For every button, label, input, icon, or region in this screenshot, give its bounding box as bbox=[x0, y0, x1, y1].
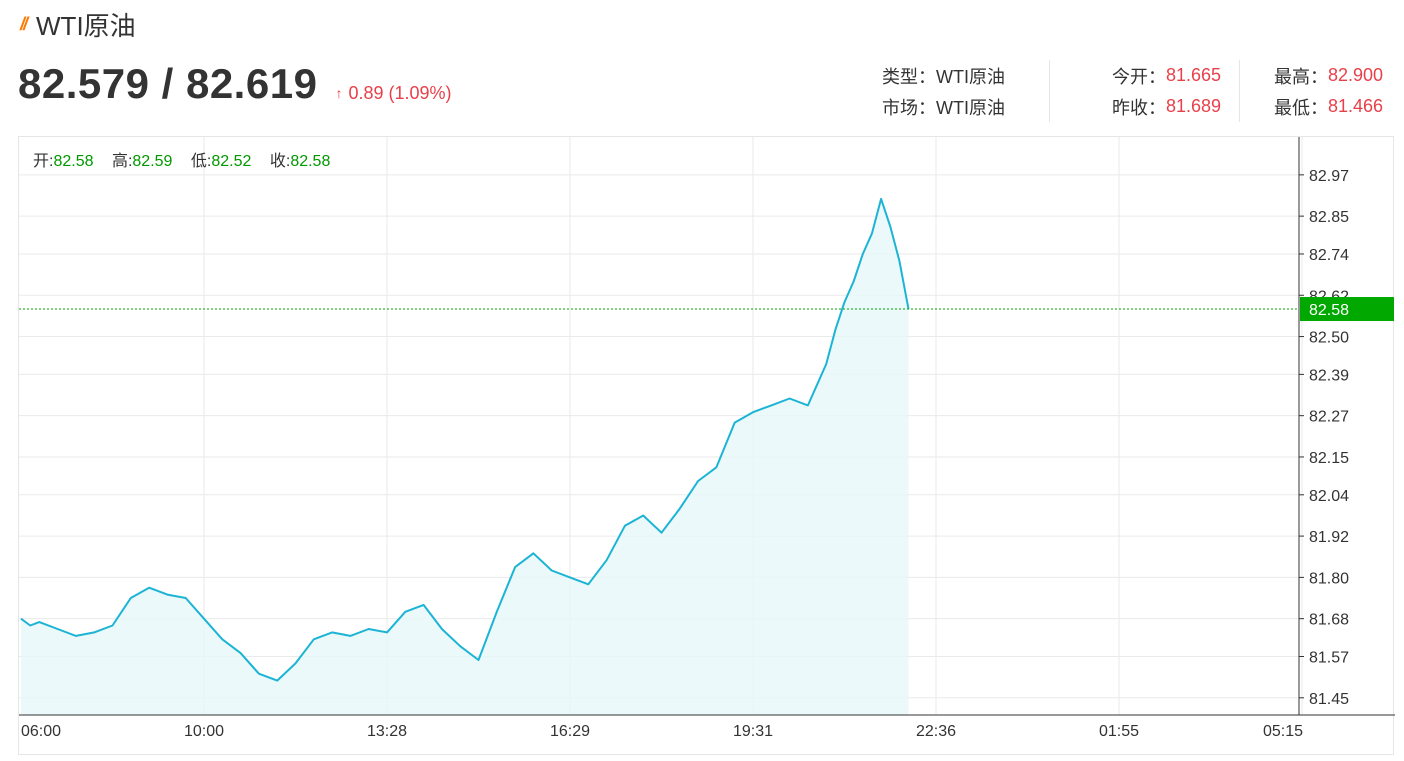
stat-low-label: 最低： bbox=[1274, 97, 1328, 118]
current-price-tag-label: 82.58 bbox=[1309, 302, 1349, 319]
stat-high-label: 最高： bbox=[1274, 66, 1328, 87]
y-tick-label: 81.68 bbox=[1309, 612, 1349, 629]
y-tick-label: 82.27 bbox=[1309, 409, 1349, 426]
stat-market-value: WTI原油 bbox=[936, 97, 1005, 118]
x-tick-label: 10:00 bbox=[184, 723, 224, 740]
stat-market-label: 市场： bbox=[882, 97, 936, 118]
y-tick-label: 82.50 bbox=[1309, 330, 1349, 347]
current-price-tag: 82.58 bbox=[1300, 297, 1394, 322]
price-change: ↑ 0.89 (1.09%) bbox=[335, 83, 451, 104]
y-tick-label: 82.97 bbox=[1309, 168, 1349, 185]
price-row: 82.579 / 82.619 ↑ 0.89 (1.09%) bbox=[18, 60, 452, 108]
ohlc-close-label: 收: bbox=[270, 152, 290, 170]
x-tick-label: 16:29 bbox=[550, 723, 590, 740]
ohlc-close-value: 82.58 bbox=[290, 153, 330, 170]
title-mark-icon: // bbox=[20, 13, 28, 34]
x-axis: 06:00 10:00 13:28 16:29 19:31 22:36 01:55 05:15 bbox=[19, 714, 1395, 740]
stats-panel: 类型： WTI原油 今开： 81.665 最高： 82.900 市场： WTI原… bbox=[882, 60, 1394, 122]
stat-open-label: 今开： bbox=[1112, 66, 1166, 87]
stats-row-2: 市场： WTI原油 昨收： 81.689 最低： 81.466 bbox=[882, 91, 1394, 122]
stats-row-1: 类型： WTI原油 今开： 81.665 最高： 82.900 bbox=[882, 60, 1394, 91]
stat-open-value: 81.665 bbox=[1166, 65, 1222, 85]
x-tick-label: 19:31 bbox=[733, 723, 773, 740]
stat-open: 今开： 81.665 bbox=[1049, 60, 1239, 91]
current-price-tag-bg bbox=[1300, 297, 1394, 322]
y-tick-label: 82.85 bbox=[1309, 209, 1349, 226]
stat-prev-close-label: 昨收： bbox=[1112, 97, 1166, 118]
price-area bbox=[21, 198, 909, 715]
y-tick-label: 81.45 bbox=[1309, 691, 1349, 708]
y-tick-label: 82.04 bbox=[1309, 488, 1349, 505]
ohlc-high-label: 高: bbox=[112, 152, 132, 170]
page-title: WTI原油 bbox=[36, 10, 136, 41]
stat-low-value: 81.466 bbox=[1328, 96, 1384, 116]
stat-high-value: 82.900 bbox=[1328, 65, 1384, 85]
y-tick-label: 81.57 bbox=[1309, 650, 1349, 667]
ohlc-open-value: 82.58 bbox=[53, 153, 93, 170]
ohlc-line: 开:82.58 高:82.59 低:82.52 收:82.58 bbox=[33, 152, 330, 170]
x-tick-label: 01:55 bbox=[1099, 723, 1139, 740]
price-chart[interactable]: 82.97 82.85 82.74 82.62 82.50 82.39 82.27 82.15… bbox=[18, 136, 1395, 756]
ohlc-readout: 开:82.58 高:82.59 低:82.52 收:82.58 bbox=[33, 152, 330, 170]
y-tick-label: 82.39 bbox=[1309, 367, 1349, 384]
stat-type-value: WTI原油 bbox=[936, 66, 1005, 87]
stat-high: 最高： 82.900 bbox=[1239, 60, 1394, 91]
stat-prev-close: 昨收： 81.689 bbox=[1049, 91, 1239, 122]
bid-ask-price: 82.579 / 82.619 bbox=[18, 60, 318, 107]
y-tick-label: 82.74 bbox=[1309, 247, 1349, 264]
stat-low: 最低： 81.466 bbox=[1239, 91, 1394, 122]
price-change-value: 0.89 (1.09%) bbox=[348, 82, 452, 103]
price-line bbox=[20, 197, 910, 682]
stat-market: 市场： WTI原油 bbox=[882, 91, 1049, 122]
ohlc-low-value: 82.52 bbox=[211, 153, 251, 170]
ohlc-high-value: 82.59 bbox=[132, 153, 172, 170]
stat-prev-close-value: 81.689 bbox=[1166, 96, 1222, 116]
ohlc-open-label: 开: bbox=[33, 153, 53, 170]
x-tick-label: 22:36 bbox=[916, 723, 956, 740]
x-tick-label: 05:15 bbox=[1263, 723, 1303, 740]
stat-type-label: 类型： bbox=[882, 66, 936, 87]
x-tick-label: 13:28 bbox=[367, 723, 407, 740]
x-tick-label: 06:00 bbox=[21, 723, 61, 740]
title-row: // WTI原油 bbox=[20, 6, 136, 42]
ohlc-low-label: 低: bbox=[191, 152, 211, 170]
stat-type: 类型： WTI原油 bbox=[882, 60, 1049, 91]
y-axis: 82.9782.8582.7482.6282.5082.3982.2782.15… bbox=[1298, 137, 1349, 715]
y-tick-label: 82.15 bbox=[1309, 450, 1349, 467]
up-arrow-icon: ↑ bbox=[335, 85, 343, 101]
y-tick-label: 81.80 bbox=[1309, 570, 1349, 587]
chart-svg[interactable]: 82.9782.8582.7482.6282.5082.3982.2782.15… bbox=[19, 137, 1395, 756]
y-tick-label: 81.92 bbox=[1309, 529, 1349, 546]
